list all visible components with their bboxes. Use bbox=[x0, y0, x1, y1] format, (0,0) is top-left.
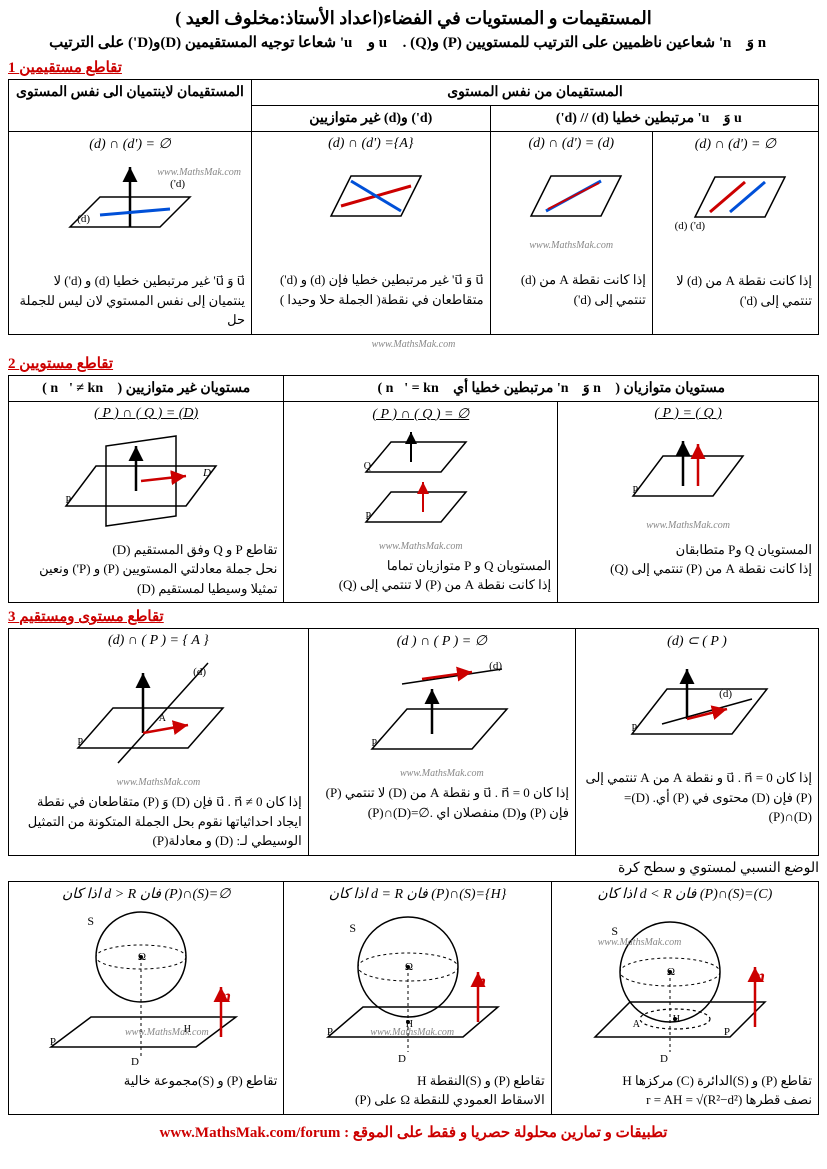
s4-c3-cond: اذا كان d > R فان (P)∩(S)=∅ bbox=[15, 886, 277, 903]
s3-cell-1: (d) ⊂ ( P ) (d) P إذا كان u⃗ . n⃗ = 0 و … bbox=[576, 629, 819, 856]
watermark: www.MathsMak.com bbox=[497, 240, 646, 251]
s4-cell-3: اذا كان d > R فان (P)∩(S)=∅ Ω H S P D n … bbox=[9, 881, 284, 1114]
svg-text:A: A bbox=[633, 1019, 641, 1030]
s2-c3-cond: ( P ) ∩ ( Q ) = (D) bbox=[15, 406, 277, 422]
s3-c2-desc: إذا كان u⃗ . n⃗ = 0 و نقطة A من (D) لا ت… bbox=[315, 783, 569, 822]
s1-sub-l1: u⃗ وَ u⃗' مرتبطين خطيا (d) // (d') bbox=[490, 106, 818, 132]
s2-c1-desc: المستويان Q وP متطابقان إذا كانت نقطة A … bbox=[564, 540, 812, 579]
watermark: www.MathsMak.com bbox=[15, 777, 302, 788]
svg-text:S: S bbox=[349, 921, 356, 935]
s4-c2-desc: تقاطع (P) و (S)النقطة H الاسقاط العمودي … bbox=[290, 1071, 544, 1110]
page-title: المستقيمات و المستويات في الفضاء(اعداد ا… bbox=[8, 8, 819, 29]
section3-header: 3 تقاطع مستوى ومستقيم bbox=[8, 607, 819, 626]
svg-text:(d): (d) bbox=[77, 213, 90, 225]
s1-c1-cond: (d) ∩ (d') = ∅ bbox=[659, 136, 812, 153]
s3-c3-cond: (d) ∩ ( P ) = { A } bbox=[15, 633, 302, 649]
section4-table: اذا كان d < R فان (P)∩(S)=(C) Ω H A S P … bbox=[8, 881, 819, 1115]
svg-text:S: S bbox=[611, 924, 618, 938]
s1-header-right: المستقيمان لاينتميان الى نفس المستوى bbox=[9, 80, 252, 132]
s2-c2-cond: ( P ) ∩ ( Q ) = ∅ bbox=[290, 406, 551, 423]
s1-c3-desc: u⃗ وَ u⃗' غير مرتبطين خطيا فإن (d) و (d'… bbox=[258, 270, 484, 309]
svg-text:P: P bbox=[78, 737, 84, 748]
svg-text:P: P bbox=[371, 738, 377, 749]
watermark: www.MathsMak.com bbox=[125, 1027, 209, 1038]
s3-c1-cond: (d) ⊂ ( P ) bbox=[582, 633, 812, 650]
svg-text:Ω: Ω bbox=[138, 951, 146, 963]
svg-text:n: n bbox=[476, 971, 486, 991]
s1-header-left: المستقيمان من نفس المستوى bbox=[252, 80, 819, 106]
s1-c4-cond: (d) ∩ (d') = ∅ bbox=[15, 136, 245, 153]
svg-text:(d): (d) bbox=[489, 660, 502, 672]
s1-cell-3: (d) ∩ (d') ={A} u⃗ وَ u⃗' غير مرتبطين خط… bbox=[252, 132, 491, 335]
s2-header-right: مستويان غير متوازيين ( n⃗' ≠ kn⃗ ) bbox=[9, 375, 284, 401]
svg-text:P: P bbox=[365, 511, 371, 522]
s1-cell-4: (d) ∩ (d') = ∅ (d') (d) www.MathsMak.com… bbox=[9, 132, 252, 335]
svg-text:(d): (d) bbox=[194, 666, 207, 678]
svg-text:D: D bbox=[660, 1053, 668, 1065]
s2-c2-desc: المستويان Q و P متوازيان تماما إذا كانت … bbox=[290, 556, 551, 595]
section4-header: الوضع النسبي لمستوي و سطح كرة bbox=[8, 860, 819, 877]
s4-cell-1: اذا كان d < R فان (P)∩(S)=(C) Ω H A S P … bbox=[551, 881, 818, 1114]
section2-header: 2 تقاطع مستويين bbox=[8, 354, 819, 373]
s1-cell-2: (d) ∩ (d') = (d) www.MathsMak.com إذا كا… bbox=[490, 132, 652, 335]
watermark: www.MathsMak.com bbox=[598, 937, 682, 948]
watermark: www.MathsMak.com bbox=[370, 1027, 454, 1038]
section3-table: (d) ⊂ ( P ) (d) P إذا كان u⃗ . n⃗ = 0 و … bbox=[8, 628, 819, 856]
svg-text:Ω: Ω bbox=[667, 966, 675, 978]
s1-c1-desc: إذا كانت نقطة A من (d) لا تنتمي إلى (d') bbox=[659, 271, 812, 310]
watermark: www.MathsMak.com bbox=[564, 520, 812, 531]
s2-cell-1: ( P ) = ( Q ) P www.MathsMak.com المستوي… bbox=[558, 401, 819, 603]
svg-text:A: A bbox=[159, 713, 167, 724]
svg-text:P: P bbox=[631, 723, 637, 734]
svg-text:D: D bbox=[398, 1053, 406, 1065]
s2-cell-3: ( P ) ∩ ( Q ) = (D) D P تقاطع P و Q وفق … bbox=[9, 401, 284, 603]
s2-c1-cond: ( P ) = ( Q ) bbox=[564, 406, 812, 422]
svg-text:Ω: Ω bbox=[404, 961, 412, 973]
s4-c3-desc: تقاطع (P) و (S)مجموعة خالية bbox=[15, 1071, 277, 1091]
s2-c3-desc: تقاطع P و Q وفق المستقيم (D) نحل جملة مع… bbox=[15, 540, 277, 599]
svg-text:(d'): (d') bbox=[170, 178, 185, 190]
svg-text:n: n bbox=[755, 966, 765, 986]
watermark: www.MathsMak.com bbox=[315, 768, 569, 779]
s1-sub-l2: (d') و(d) غير متوازيين bbox=[252, 106, 491, 132]
s2-header-left: مستويان متوازيان ( n⃗ وَ n⃗' مرتبطين خطي… bbox=[284, 375, 819, 401]
svg-text:P: P bbox=[633, 485, 639, 496]
section1-header: 1 تقاطع مستقيمين bbox=[8, 58, 819, 77]
s4-c2-cond: اذا كان d = R فان (P)∩(S)={H} bbox=[290, 886, 544, 903]
svg-text:D: D bbox=[202, 467, 211, 479]
svg-text:P: P bbox=[724, 1026, 730, 1038]
s4-c1-desc: تقاطع (P) و (S)الدائرة (C) مركزها H نصف … bbox=[558, 1071, 812, 1110]
svg-text:D: D bbox=[131, 1056, 139, 1067]
svg-text:n: n bbox=[221, 986, 231, 1006]
svg-text:P: P bbox=[50, 1036, 56, 1048]
s4-c1-cond: اذا كان d < R فان (P)∩(S)=(C) bbox=[558, 886, 812, 903]
s1-c2-desc: إذا كانت نقطة A من (d) تنتمي إلى (d') bbox=[497, 270, 646, 309]
s4-cell-2: اذا كان d = R فان (P)∩(S)={H} Ω H S P D … bbox=[284, 881, 551, 1114]
s3-cell-2: (d ) ∩ ( P ) = ∅ (d) P www.MathsMak.com … bbox=[308, 629, 575, 856]
svg-text:(d): (d) bbox=[719, 688, 732, 700]
s3-c1-desc: إذا كان u⃗ . n⃗ = 0 و نقطة A من A تنتمي … bbox=[582, 768, 812, 827]
svg-text:H: H bbox=[673, 1014, 680, 1025]
section2-table: مستويان متوازيان ( n⃗ وَ n⃗' مرتبطين خطي… bbox=[8, 375, 819, 604]
s3-c3-desc: إذا كان u⃗ . n⃗ ≠ 0 فإن (D) وَ (P) متقاط… bbox=[15, 792, 302, 851]
page-subtitle: n⃗ وَ n⃗' شعاعين ناظميين على الترتيب للم… bbox=[8, 33, 819, 52]
svg-text:S: S bbox=[88, 914, 95, 928]
s2-cell-2: ( P ) ∩ ( Q ) = ∅ Q P www.MathsMak.com ا… bbox=[284, 401, 558, 603]
s3-c2-cond: (d ) ∩ ( P ) = ∅ bbox=[315, 633, 569, 650]
watermark: www.MathsMak.com bbox=[157, 167, 241, 178]
svg-text:Q: Q bbox=[364, 461, 372, 472]
svg-text:P: P bbox=[326, 1026, 332, 1038]
section1-table: المستقيمان من نفس المستوى المستقيمان لاي… bbox=[8, 79, 819, 335]
watermark: www.MathsMak.com bbox=[8, 339, 819, 350]
svg-text:(d') (d): (d') (d) bbox=[675, 220, 705, 232]
s3-cell-3: (d) ∩ ( P ) = { A } (d) A P www.MathsMak… bbox=[9, 629, 309, 856]
s1-c3-cond: (d) ∩ (d') ={A} bbox=[258, 136, 484, 152]
s1-c2-cond: (d) ∩ (d') = (d) bbox=[497, 136, 646, 152]
svg-text:P: P bbox=[66, 495, 72, 506]
s1-c4-desc: u⃗ وَ u⃗' غير مرتبطين خطيا (d) و (d') لا… bbox=[15, 271, 245, 330]
page-footer: تطبيقات و تمارين محلولة حصريا و فقط على … bbox=[8, 1123, 819, 1142]
s1-cell-1: (d) ∩ (d') = ∅ (d') (d) إذا كانت نقطة A … bbox=[652, 132, 818, 335]
watermark: www.MathsMak.com bbox=[290, 541, 551, 552]
